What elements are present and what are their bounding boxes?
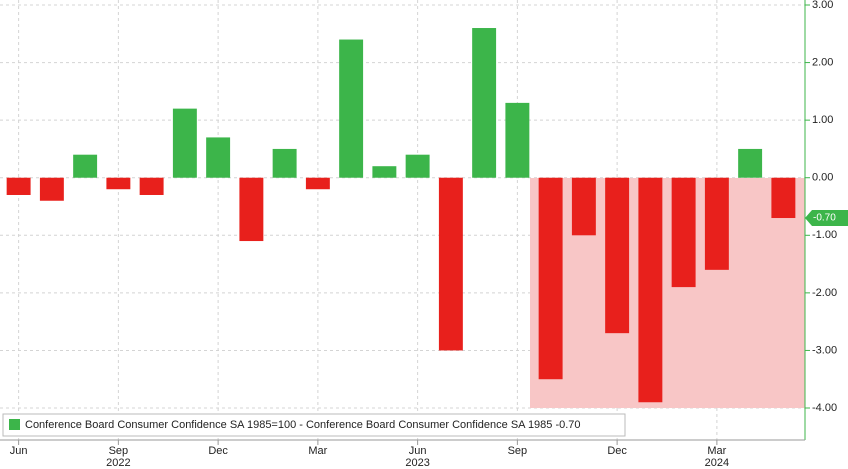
bar — [73, 154, 98, 178]
current-value-tag — [805, 210, 848, 227]
bar — [305, 177, 330, 190]
current-value-label: -0.70 — [813, 213, 836, 224]
x-tick-label: Sep — [508, 445, 528, 457]
highlight-region — [530, 178, 805, 408]
bar — [239, 177, 264, 242]
y-tick-label: -2.00 — [812, 287, 837, 299]
x-tick-label: Mar — [308, 445, 327, 457]
bar — [671, 177, 696, 288]
x-year-label: 2022 — [106, 457, 130, 469]
x-tick-label: Dec — [607, 445, 627, 457]
legend-swatch — [9, 419, 20, 430]
x-year-label: 2023 — [405, 457, 429, 469]
bar — [106, 177, 131, 190]
bar — [638, 177, 663, 403]
legend: Conference Board Consumer Confidence SA … — [2, 413, 626, 437]
bar — [538, 177, 563, 380]
bar — [39, 177, 64, 201]
bar — [206, 137, 231, 178]
bar — [172, 108, 197, 178]
bar — [738, 148, 763, 178]
y-tick-label: -4.00 — [812, 402, 837, 414]
bar — [372, 166, 397, 178]
bar — [605, 177, 630, 334]
y-tick-label: 0.00 — [812, 172, 833, 184]
bar — [6, 177, 31, 195]
x-tick-label: Dec — [208, 445, 228, 457]
bar — [771, 177, 796, 219]
x-tick-label: Jun — [409, 445, 427, 457]
y-tick-label: 1.00 — [812, 114, 833, 126]
y-tick-label: 2.00 — [812, 56, 833, 68]
x-tick-label: Sep — [109, 445, 129, 457]
bar — [405, 154, 430, 178]
bar — [139, 177, 164, 195]
x-tick-label: Jun — [10, 445, 28, 457]
bar — [272, 148, 297, 178]
bar — [472, 28, 497, 178]
legend-box — [2, 413, 626, 437]
bar — [505, 102, 530, 178]
y-tick-label: -1.00 — [812, 229, 837, 241]
bar — [438, 177, 463, 351]
y-tick-label: 3.00 — [812, 0, 833, 11]
bar — [339, 39, 364, 178]
x-year-label: 2024 — [705, 457, 729, 469]
x-tick-label: Mar — [707, 445, 726, 457]
bar — [571, 177, 596, 236]
y-tick-label: -3.00 — [812, 344, 837, 356]
legend-label: Conference Board Consumer Confidence SA … — [25, 419, 581, 431]
bars — [6, 28, 796, 403]
bar — [704, 177, 729, 270]
